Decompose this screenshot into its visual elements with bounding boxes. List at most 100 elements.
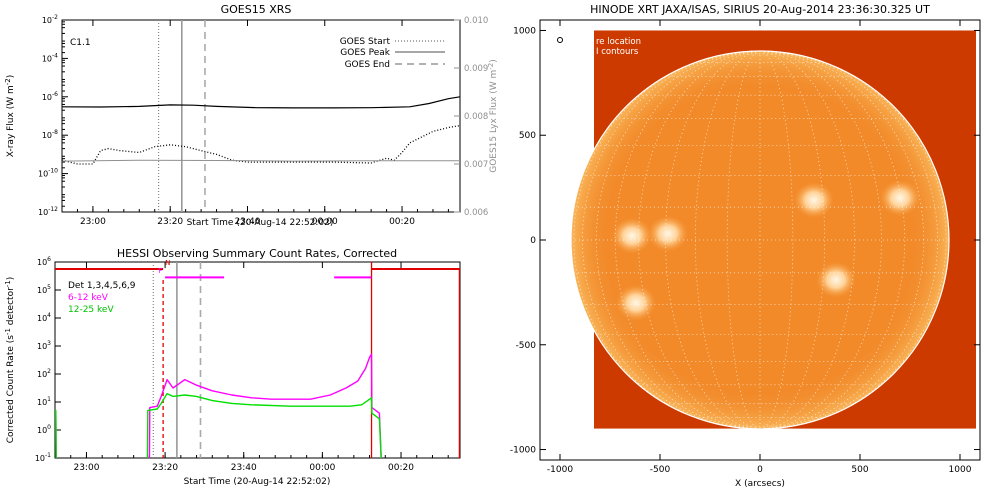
goes-series-0 — [62, 96, 460, 109]
hessi-legend-6-12: 6-12 keV — [68, 293, 109, 303]
active-region-2 — [794, 182, 834, 219]
goes-y-right-label-text: GOES15 Lyx Flux (W m — [489, 70, 499, 173]
goes-x-tick-label: 23:00 — [80, 217, 106, 227]
hessi-x-tick-label: 23:40 — [231, 463, 257, 473]
hinode-legend-hessi-contours: I contours — [596, 47, 639, 57]
hessi-plot-frame — [54, 261, 461, 459]
hessi-x-axis: 23:00 23:20 23:40 00:00 00:20 — [54, 262, 449, 473]
longitude-line — [759, 50, 925, 430]
goes-y-right-tick-label: 0.009 — [464, 64, 488, 74]
goes-y-tick-label: 10-8 — [42, 129, 58, 140]
hinode-y-tick-label: 0 — [530, 236, 536, 246]
goes-y-right-label-close: ) — [489, 59, 499, 63]
goes-panel: GOES15 XRS 23:00 23:20 23:40 00:00 00:20 10-… — [4, 3, 499, 228]
hessi-y-label-sup: -1 — [4, 328, 12, 335]
hessi-y-label-sup2: -1 — [4, 280, 12, 287]
hessi-y-label-close: ) — [6, 277, 16, 281]
goes-plot-frame — [61, 19, 461, 213]
hinode-x-tick-label: 500 — [851, 465, 868, 475]
goes-y-tick-label: 10-4 — [42, 52, 58, 63]
hinode-legend: re location I contours — [557, 37, 641, 57]
goes-flare-time-lines — [158, 20, 206, 212]
goes-legend-end: GOES End — [345, 60, 390, 70]
hessi-series-1 — [55, 392, 382, 458]
hessi-y-tick-label: 104 — [37, 312, 51, 323]
longitude-line — [694, 50, 761, 430]
solar-limb — [570, 50, 950, 430]
active-region-3 — [816, 261, 856, 298]
goes-y-right-tick-label: 0.010 — [464, 16, 488, 26]
hinode-legend-flare-location: re location — [596, 37, 641, 47]
hessi-y-axis: 106 105 104 103 102 101 100 10-1 — [35, 256, 61, 463]
active-region-0 — [612, 217, 652, 254]
longitude-line — [759, 50, 855, 430]
hessi-legend-det: Det 1,3,4,5,6,9 — [68, 281, 136, 291]
hessi-marker-f: F — [158, 267, 162, 275]
longitude-line — [665, 50, 761, 430]
hinode-y-tick-label: -1000 — [510, 446, 536, 456]
hessi-y-tick-label: 102 — [37, 368, 51, 379]
hinode-x-tick-label: -500 — [650, 465, 671, 475]
goes-series-1 — [62, 124, 460, 165]
hessi-series — [55, 268, 460, 458]
goes-y-right-label-sup: -2 — [487, 63, 495, 70]
longitude-line — [595, 50, 761, 430]
hessi-y-tick-label: 105 — [37, 284, 51, 295]
goes-x-tick-label: 00:20 — [389, 217, 415, 227]
hessi-x-tick-label: 00:00 — [309, 463, 335, 473]
hinode-y-tick-label: -500 — [516, 341, 537, 351]
hinode-x-tick-label: 1000 — [949, 465, 972, 475]
goes-y-right-axis: 0.010 0.009 0.008 0.007 0.006 — [454, 16, 488, 218]
hessi-y-tick-label: 101 — [37, 396, 51, 407]
active-region-1 — [648, 215, 688, 252]
goes-legend: GOES Start GOES Peak GOES End — [340, 37, 445, 70]
goes-y-tick-label: 10-6 — [42, 91, 58, 102]
hessi-flare-time-lines — [152, 262, 460, 458]
longitude-line — [759, 50, 794, 430]
hessi-y-tick-label: 100 — [37, 424, 51, 435]
goes-x-label: Start Time (20-Aug-14 22:52:02) — [187, 218, 334, 228]
goes-y-right-label: GOES15 Lyx Flux (W m-2) — [487, 59, 499, 173]
hinode-x-label: X (arcsecs) — [735, 479, 785, 489]
hinode-title: HINODE XRT JAXA/ISAS, SIRIUS 20-Aug-2014… — [590, 3, 930, 16]
active-region-5 — [616, 284, 656, 321]
hessi-legend: Det 1,3,4,5,6,9 6-12 keV 12-25 keV — [68, 281, 136, 315]
goes-legend-peak: GOES Peak — [340, 48, 390, 58]
goes-y-label-close: ) — [6, 75, 16, 79]
goes-y-label-text: X-ray Flux (W m — [6, 85, 16, 157]
longitude-line — [726, 50, 761, 430]
hessi-y-tick-label: 106 — [37, 256, 51, 267]
hinode-y-axis: 1000 500 0 -500 -1000 — [510, 26, 980, 456]
goes-y-tick-label: 10-12 — [38, 206, 58, 217]
goes-x-tick-label: 00:00 — [312, 217, 338, 227]
goes-title: GOES15 XRS — [221, 3, 292, 16]
active-region-4 — [880, 180, 920, 217]
heliographic-grid — [571, 50, 949, 430]
goes-y-right-tick-label: 0.007 — [464, 160, 488, 170]
hessi-y-tick-label: 103 — [37, 340, 51, 351]
hessi-legend-12-25: 12-25 keV — [68, 305, 114, 315]
hessi-panel: HESSI Observing Summary Count Rates, Cor… — [4, 247, 461, 487]
hessi-y-tick-label: 10-1 — [35, 452, 51, 463]
hinode-y-tick-label: 500 — [519, 131, 536, 141]
hinode-x-tick-label: -1000 — [547, 465, 573, 475]
hinode-solar-image — [570, 30, 976, 430]
hinode-x-axis: -1000 -500 0 500 1000 — [547, 20, 972, 475]
hessi-x-label: Start Time (20-Aug-14 22:52:02) — [184, 477, 331, 487]
goes-y-right-tick-label: 0.006 — [464, 208, 488, 218]
goes-flare-class: C1.1 — [70, 38, 91, 48]
goes-series — [62, 96, 460, 165]
hessi-x-tick-label: 23:20 — [152, 463, 178, 473]
hessi-series-0 — [55, 353, 382, 458]
hessi-marker-n: N — [165, 259, 170, 267]
hinode-y-tick-label: 1000 — [513, 26, 536, 36]
hessi-y-label-text: Corrected Count Rate (s — [6, 335, 16, 444]
hessi-y-label: Corrected Count Rate (s-1 detector-1) — [4, 277, 16, 444]
goes-x-axis: 23:00 23:20 23:40 00:00 00:20 — [61, 20, 449, 227]
hinode-x-tick-label: 0 — [757, 465, 763, 475]
hessi-y-label-mid: detector — [6, 287, 16, 328]
hessi-x-tick-label: 23:00 — [73, 463, 99, 473]
goes-y-right-tick-label: 0.008 — [464, 112, 488, 122]
hessi-title: HESSI Observing Summary Count Rates, Cor… — [117, 247, 397, 260]
